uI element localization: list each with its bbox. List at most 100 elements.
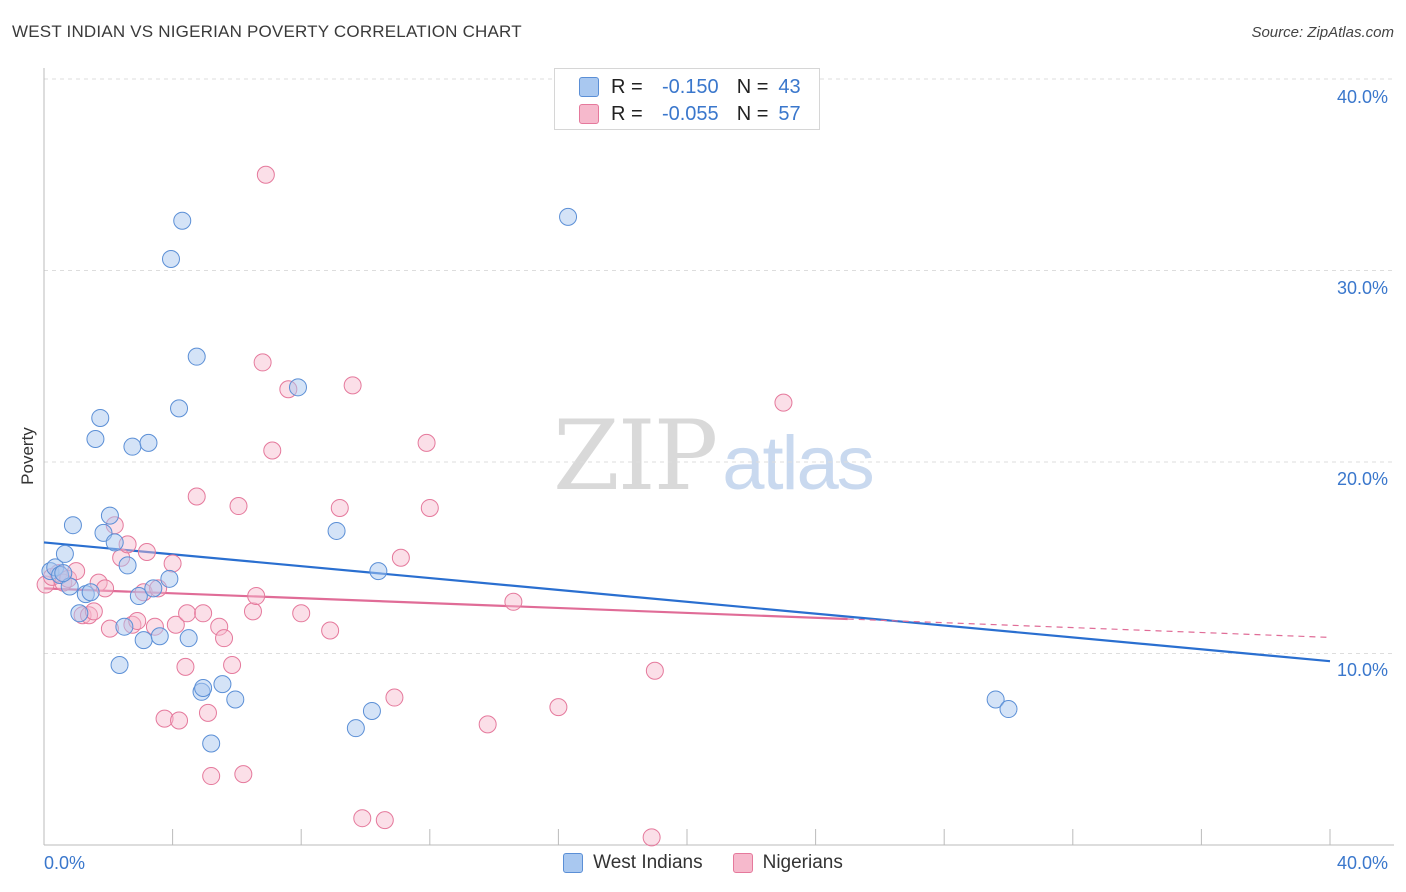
data-point-nigerians	[549, 698, 568, 717]
data-point-west-indians	[161, 250, 180, 269]
data-point-nigerians	[330, 498, 349, 517]
legend-label-west-indians: West Indians	[593, 852, 703, 873]
data-point-nigerians	[247, 587, 266, 606]
data-point-west-indians	[54, 564, 73, 583]
data-point-west-indians	[139, 433, 158, 452]
data-point-nigerians	[234, 765, 253, 784]
trend-lines	[43, 541, 1331, 663]
y-tick-30: 30.0%	[1337, 278, 1389, 298]
legend-n-value: 43	[778, 75, 801, 98]
grid-lines	[44, 78, 1394, 654]
data-point-west-indians	[110, 655, 129, 674]
legend-label-nigerians: Nigerians	[762, 852, 843, 873]
data-point-nigerians	[292, 604, 311, 623]
data-point-west-indians	[81, 583, 100, 602]
data-point-west-indians	[91, 408, 110, 427]
data-point-nigerians	[178, 604, 197, 623]
data-point-west-indians	[213, 675, 232, 694]
data-point-west-indians	[187, 347, 206, 366]
data-point-nigerians	[223, 655, 242, 674]
data-point-west-indians	[346, 719, 365, 738]
data-point-west-indians	[63, 516, 82, 535]
legend-row-nigerians: R = -0.055 N = 57	[579, 101, 801, 127]
legend-swatch-nigerians	[579, 104, 599, 124]
legend-r-value: -0.055	[661, 102, 719, 125]
data-point-nigerians	[263, 441, 282, 460]
data-point-nigerians	[417, 433, 436, 452]
data-point-nigerians	[194, 604, 213, 623]
y-tick-40: 40.0%	[1337, 87, 1389, 107]
data-point-west-indians	[86, 430, 105, 449]
data-point-west-indians	[999, 700, 1018, 719]
data-point-west-indians	[160, 569, 179, 588]
data-point-west-indians	[226, 690, 245, 709]
data-point-nigerians	[385, 688, 404, 707]
data-point-west-indians	[150, 627, 169, 646]
legend-r-label: R =	[611, 75, 643, 98]
data-point-nigerians	[321, 621, 340, 640]
data-point-west-indians	[134, 631, 153, 650]
data-point-nigerians	[774, 393, 793, 412]
data-point-nigerians	[210, 617, 229, 636]
data-point-nigerians	[645, 661, 664, 680]
legend-item-nigerians[interactable]: Nigerians	[732, 852, 843, 874]
y-tick-10: 10.0%	[1337, 660, 1389, 680]
data-point-west-indians	[100, 506, 119, 525]
data-point-nigerians	[176, 657, 195, 676]
data-point-nigerians	[353, 809, 372, 828]
data-point-west-indians	[170, 399, 189, 418]
legend-item-west-indians[interactable]: West Indians	[563, 852, 703, 874]
data-point-nigerians	[170, 711, 189, 730]
data-point-nigerians	[343, 376, 362, 395]
data-point-nigerians	[163, 554, 182, 573]
legend-swatch-west-indians	[579, 77, 599, 97]
data-point-nigerians	[187, 487, 206, 506]
legend-n-label: N =	[736, 75, 769, 98]
series-legend: West Indians Nigerians	[0, 852, 1406, 874]
data-point-west-indians	[55, 544, 74, 563]
data-point-nigerians	[155, 709, 174, 728]
correlation-legend: R = -0.150 N = 43 R = -0.055 N = 57	[554, 68, 820, 130]
legend-r-value: -0.150	[661, 75, 719, 98]
legend-swatch-nigerians	[732, 853, 753, 873]
legend-n-value: 57	[778, 102, 801, 125]
data-point-nigerians	[198, 703, 217, 722]
data-point-west-indians	[559, 207, 578, 226]
data-point-nigerians	[504, 592, 523, 611]
data-point-west-indians	[115, 617, 134, 636]
data-point-nigerians	[243, 602, 262, 621]
data-point-west-indians	[123, 437, 142, 456]
data-point-west-indians	[118, 556, 137, 575]
data-point-nigerians	[478, 715, 497, 734]
chart-title: WEST INDIAN VS NIGERIAN POVERTY CORRELAT…	[12, 22, 522, 41]
data-point-west-indians	[105, 533, 124, 552]
data-point-nigerians	[375, 811, 394, 830]
data-point-west-indians	[288, 378, 307, 397]
legend-r-label: R =	[611, 102, 643, 125]
legend-n-label: N =	[736, 102, 769, 125]
data-point-west-indians	[173, 211, 192, 230]
data-point-nigerians	[202, 767, 221, 786]
data-point-nigerians	[137, 543, 156, 562]
legend-swatch-west-indians	[563, 853, 584, 873]
data-point-west-indians	[202, 734, 221, 753]
trend-line-nigerians	[43, 587, 848, 621]
data-point-west-indians	[144, 579, 163, 598]
data-point-west-indians	[327, 521, 346, 540]
x-tick-max: 40.0%	[1337, 853, 1389, 873]
data-point-nigerians	[253, 353, 272, 372]
data-point-west-indians	[986, 690, 1005, 709]
data-points	[36, 165, 1018, 847]
data-point-nigerians	[166, 615, 185, 634]
data-point-nigerians	[420, 498, 439, 517]
data-point-west-indians	[369, 562, 388, 581]
data-point-west-indians	[362, 701, 381, 720]
chart-source: Source: ZipAtlas.com	[1251, 24, 1394, 41]
data-point-nigerians	[256, 165, 275, 184]
data-point-west-indians	[194, 678, 213, 697]
trend-line-west-indians	[43, 541, 1331, 663]
data-point-nigerians	[391, 548, 410, 567]
data-point-nigerians	[229, 497, 248, 516]
data-point-west-indians	[70, 604, 89, 623]
